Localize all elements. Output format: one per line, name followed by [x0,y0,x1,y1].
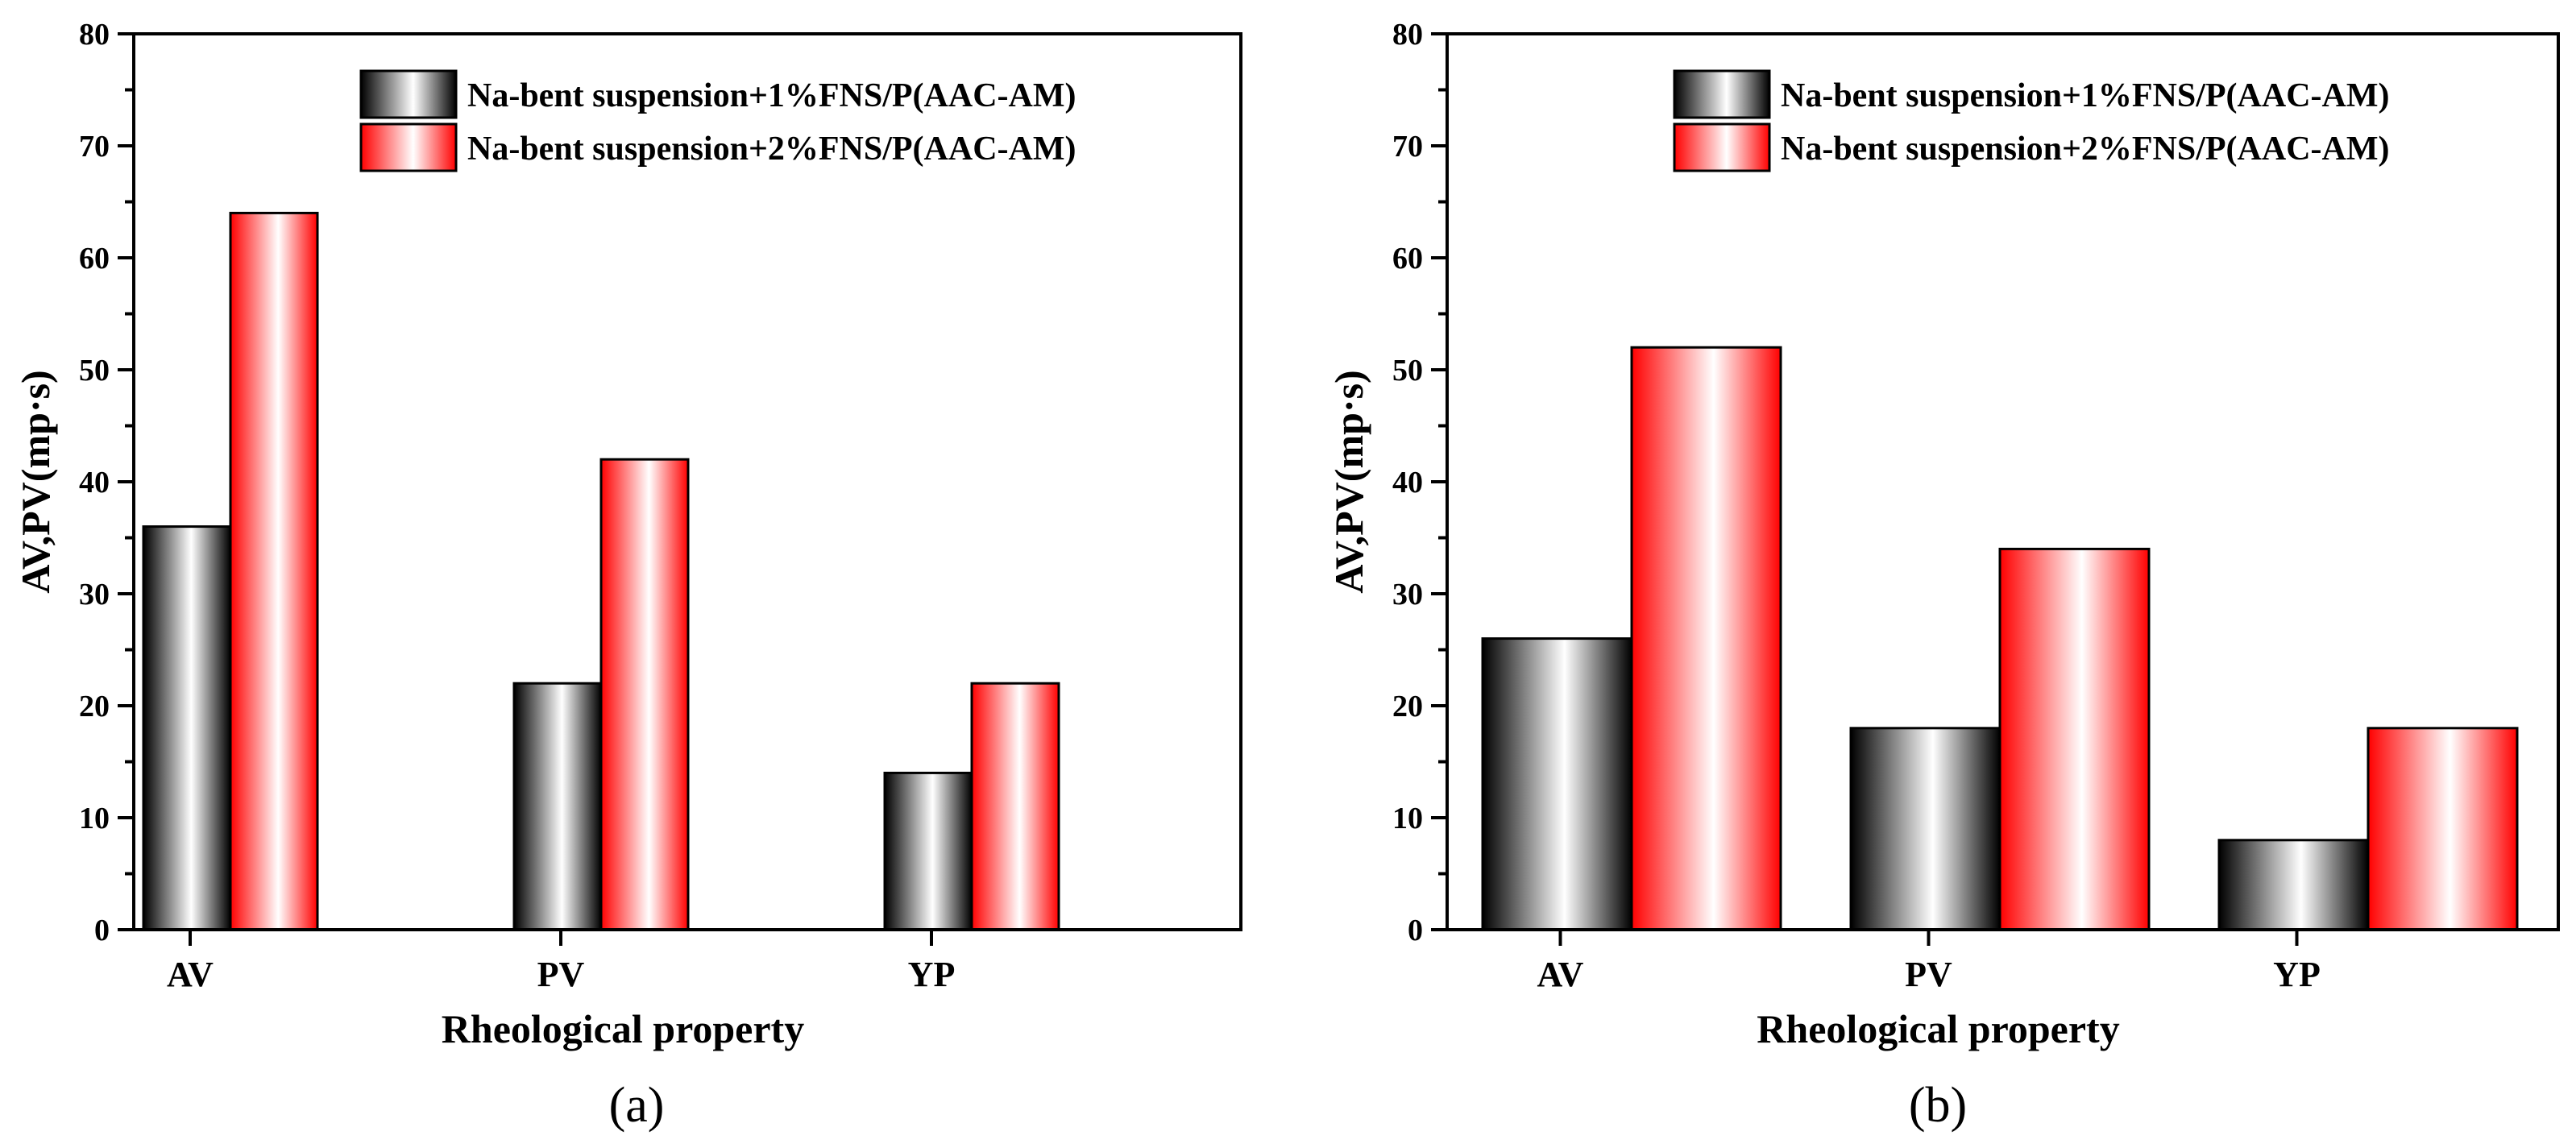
y-tick-label: 60 [1392,242,1423,276]
legend-swatch-series-2 [1673,122,1771,172]
y-axis-title: AV,PV(mp·s) [1326,370,1371,593]
bar-av-series-2 [229,211,319,931]
bar-av-series-2 [1630,346,1782,931]
legend-swatch-series-1 [359,69,458,119]
legend-label-series-1: Na-bent suspension+1%FNS/P(AAC-AM) [467,77,1076,114]
bar-pv-series-1 [1849,727,2001,931]
panel-label: (a) [609,1078,665,1133]
legend-label-series-2: Na-bent suspension+2%FNS/P(AAC-AM) [1781,131,2389,168]
y-tick-label: 0 [1408,914,1423,947]
bar-yp-series-2 [970,682,1060,931]
panel-label: (b) [1909,1078,1967,1133]
y-tick-label: 10 [1392,802,1423,835]
bar-pv-series-2 [1998,547,2151,931]
y-tick-label: 10 [79,802,110,835]
bar-pv-series-1 [512,682,603,931]
y-axis-title: AV,PV(mp·s) [13,370,58,593]
y-tick-label: 40 [79,466,110,499]
x-tick-label-yp: YP [908,955,956,994]
y-tick-label: 70 [1392,130,1423,164]
y-tick-label: 50 [1392,354,1423,388]
y-tick-label: 70 [79,130,110,164]
y-tick-label: 0 [94,914,110,947]
legend-swatch-series-2 [359,122,458,172]
legend-label-series-2: Na-bent suspension+2%FNS/P(AAC-AM) [467,131,1076,168]
x-tick-label-pv: PV [537,955,585,994]
chart-panel-a: 0 10 20 30 40 50 60 70 80 AV PV YP Rheological prope… [13,18,1242,1133]
chart-panel-b: 0 10 20 30 40 50 60 70 80 AV PV YP Rheological prope… [1326,18,2560,1133]
bar-av-series-1 [142,525,232,931]
y-tick-label: 60 [79,242,110,276]
y-tick-label: 80 [79,18,110,52]
legend-label-series-1: Na-bent suspension+1%FNS/P(AAC-AM) [1781,77,2389,114]
bar-yp-series-2 [2367,727,2519,931]
y-tick-label: 30 [1392,578,1423,611]
bar-yp-series-1 [883,771,973,931]
y-tick-label: 80 [1392,18,1423,52]
legend-swatch-series-1 [1673,69,1771,119]
y-tick-label: 20 [79,690,110,723]
x-tick-label-av: AV [167,955,214,994]
y-tick-label: 40 [1392,466,1423,499]
bar-yp-series-1 [2217,839,2370,931]
bar-pv-series-2 [599,458,690,931]
x-tick-label-yp: YP [2273,955,2321,994]
y-tick-label: 30 [79,578,110,611]
y-tick-label: 20 [1392,690,1423,723]
x-tick-label-av: AV [1537,955,1584,994]
y-tick-label: 50 [79,354,110,388]
x-tick-label-pv: PV [1905,955,1952,994]
x-axis-title: Rheological property [442,1006,804,1051]
bar-av-series-1 [1481,637,1633,931]
x-axis-title: Rheological property [1757,1006,2119,1051]
